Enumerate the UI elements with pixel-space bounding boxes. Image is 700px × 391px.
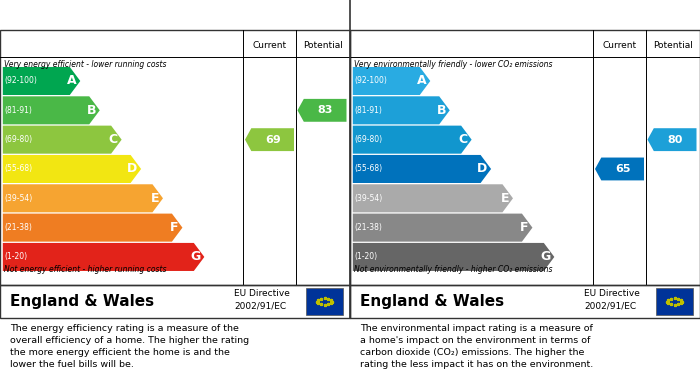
Text: (81-91): (81-91): [4, 106, 32, 115]
Text: Not environmentally friendly - higher CO₂ emissions: Not environmentally friendly - higher CO…: [354, 265, 552, 274]
Bar: [307, 288, 343, 315]
Text: D: D: [127, 163, 137, 176]
Text: B: B: [87, 104, 96, 117]
Polygon shape: [353, 96, 449, 124]
Text: G: G: [190, 251, 201, 264]
Text: England & Wales: England & Wales: [360, 294, 505, 309]
Text: A: A: [417, 75, 426, 88]
Text: Potential: Potential: [303, 41, 343, 50]
Text: F: F: [520, 221, 528, 234]
Text: England & Wales: England & Wales: [10, 294, 155, 309]
Text: (69-80): (69-80): [4, 135, 33, 144]
Polygon shape: [3, 126, 122, 154]
Text: Potential: Potential: [653, 41, 693, 50]
Polygon shape: [353, 67, 430, 95]
Text: (39-54): (39-54): [4, 194, 33, 203]
Text: 83: 83: [318, 105, 332, 115]
Text: (21-38): (21-38): [355, 223, 382, 232]
Text: Very environmentally friendly - lower CO₂ emissions: Very environmentally friendly - lower CO…: [354, 60, 552, 69]
Text: B: B: [437, 104, 446, 117]
Text: F: F: [170, 221, 178, 234]
Text: EU Directive
2002/91/EC: EU Directive 2002/91/EC: [234, 289, 290, 310]
Text: G: G: [540, 251, 551, 264]
Polygon shape: [3, 184, 163, 212]
Text: (1-20): (1-20): [4, 253, 28, 262]
Text: EU Directive
2002/91/EC: EU Directive 2002/91/EC: [584, 289, 640, 310]
Text: Very energy efficient - lower running costs: Very energy efficient - lower running co…: [4, 60, 166, 69]
Text: (21-38): (21-38): [4, 223, 32, 232]
Polygon shape: [353, 126, 472, 154]
Text: Environmental Impact (CO₂) Rating: Environmental Impact (CO₂) Rating: [360, 10, 622, 23]
Polygon shape: [648, 128, 696, 151]
Polygon shape: [353, 213, 533, 242]
Text: 65: 65: [615, 164, 631, 174]
Text: The environmental impact rating is a measure of
a home's impact on the environme: The environmental impact rating is a mea…: [360, 324, 594, 369]
Text: (55-68): (55-68): [355, 165, 383, 174]
Text: D: D: [477, 163, 487, 176]
Text: The energy efficiency rating is a measure of the
overall efficiency of a home. T: The energy efficiency rating is a measur…: [10, 324, 250, 369]
Text: Current: Current: [603, 41, 636, 50]
Text: 80: 80: [668, 135, 682, 145]
Polygon shape: [3, 67, 80, 95]
Polygon shape: [353, 155, 491, 183]
Text: (55-68): (55-68): [4, 165, 33, 174]
Text: Current: Current: [253, 41, 286, 50]
Polygon shape: [3, 243, 204, 271]
Polygon shape: [353, 243, 554, 271]
Polygon shape: [245, 128, 294, 151]
Text: C: C: [458, 133, 468, 146]
Text: Energy Efficiency Rating: Energy Efficiency Rating: [10, 10, 194, 23]
Text: (81-91): (81-91): [355, 106, 382, 115]
Polygon shape: [298, 99, 346, 122]
Text: Not energy efficient - higher running costs: Not energy efficient - higher running co…: [4, 265, 166, 274]
Text: C: C: [108, 133, 118, 146]
Text: 69: 69: [265, 135, 281, 145]
Text: E: E: [150, 192, 160, 205]
Text: (39-54): (39-54): [355, 194, 383, 203]
Text: E: E: [500, 192, 510, 205]
Polygon shape: [3, 155, 141, 183]
Polygon shape: [595, 158, 644, 180]
Text: (92-100): (92-100): [355, 77, 387, 86]
Polygon shape: [3, 96, 99, 124]
Polygon shape: [353, 184, 513, 212]
Text: (69-80): (69-80): [355, 135, 383, 144]
Polygon shape: [3, 213, 183, 242]
Text: A: A: [67, 75, 76, 88]
Text: (1-20): (1-20): [355, 253, 378, 262]
Bar: [657, 288, 693, 315]
Text: (92-100): (92-100): [4, 77, 37, 86]
